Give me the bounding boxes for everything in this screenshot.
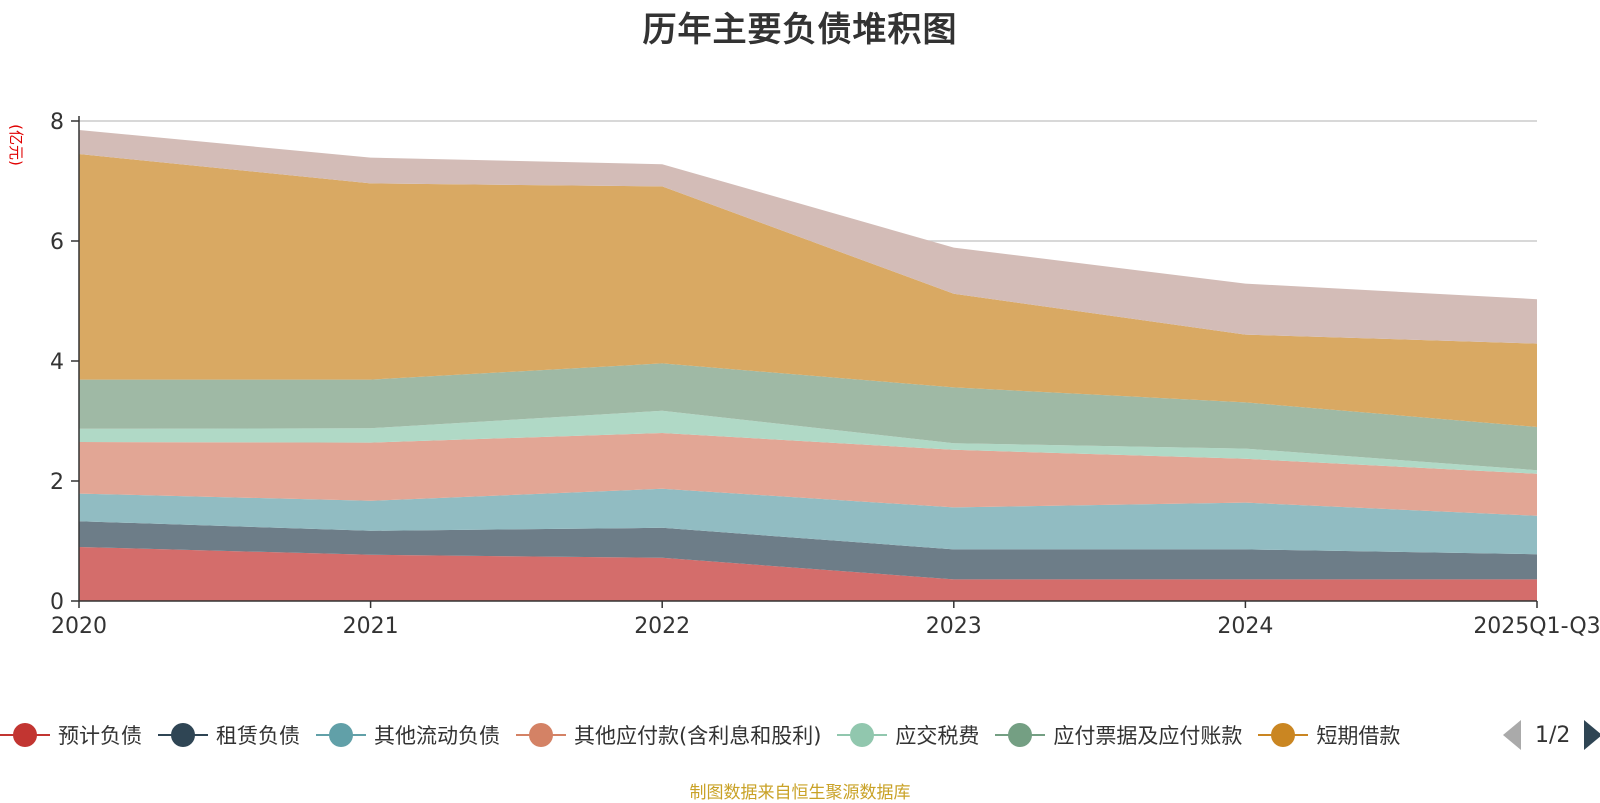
x-tick-label: 2020	[51, 614, 107, 639]
area-series-7[interactable]	[79, 130, 1537, 344]
area-series-5[interactable]	[79, 363, 1537, 471]
y-tick-label: 4	[50, 350, 64, 375]
legend-item[interactable]: 应付票据及应付账款	[995, 718, 1242, 752]
legend-item[interactable]: 其他应付款(含利息和股利)	[516, 718, 821, 752]
legend-label: 应付票据及应付账款	[1053, 724, 1243, 748]
legend-label: 短期借款	[1316, 724, 1401, 748]
legend-swatch-icon	[316, 723, 366, 747]
axis-layer: 0 2 4 6 8 2020 2021 2022 2023 2024 2025Q1-Q3	[50, 110, 1600, 639]
legend-item[interactable]: 预计负债	[0, 718, 142, 752]
legend-item[interactable]: 其他流动负债	[316, 718, 500, 752]
area-series-0[interactable]	[79, 547, 1537, 601]
x-tick-label: 2025Q1-Q3	[1473, 614, 1600, 639]
legend-swatch-icon	[995, 723, 1046, 747]
legend-page-indicator: 1/2	[1535, 722, 1571, 748]
area-series-3[interactable]	[79, 433, 1537, 516]
legend-swatch-icon	[516, 723, 566, 747]
legend: 预计负债 租赁负债 其他流动负债 其他应付款(含利息和股利) 应交税费 应付票据及应付账款…	[0, 718, 1490, 752]
legend-item[interactable]: 租赁负债	[158, 718, 300, 752]
area-series-4[interactable]	[79, 410, 1537, 474]
x-tick-label: 2024	[1217, 614, 1273, 639]
y-axis-unit-label: (亿元)	[7, 124, 25, 166]
source-note: 制图数据来自恒生聚源数据库	[689, 783, 911, 803]
y-tick-label: 6	[50, 230, 64, 255]
legend-label: 其他应付款(含利息和股利)	[574, 724, 822, 748]
area-series-6[interactable]	[79, 154, 1537, 427]
legend-pager: 1/2	[1503, 718, 1600, 752]
legend-item[interactable]: 短期借款	[1258, 718, 1400, 752]
legend-swatch-icon	[1258, 723, 1309, 747]
x-tick-label: 2022	[634, 614, 690, 639]
area-series-2[interactable]	[79, 488, 1537, 555]
legend-item[interactable]: 应交税费	[837, 718, 979, 752]
legend-next-page-button[interactable]	[1584, 720, 1600, 750]
legend-label: 租赁负债	[216, 724, 300, 748]
stacked-area-chart: 0 2 4 6 8 2020 2021 2022 2023 2024 2025Q1-Q3 (亿元)	[7, 110, 1600, 639]
x-tick-label: 2023	[926, 614, 982, 639]
x-tick-label: 2021	[343, 614, 399, 639]
legend-prev-page-button[interactable]	[1503, 720, 1521, 750]
legend-label: 预计负债	[58, 724, 142, 748]
y-tick-label: 0	[50, 590, 64, 615]
y-tick-label: 8	[50, 110, 64, 135]
legend-label: 其他流动负债	[374, 724, 500, 748]
legend-swatch-icon	[0, 723, 50, 747]
area-series-1[interactable]	[79, 521, 1537, 580]
chart-title: 历年主要负债堆积图	[642, 10, 958, 50]
legend-label: 应交税费	[895, 724, 980, 748]
legend-swatch-icon	[837, 723, 888, 747]
legend-swatch-icon	[158, 723, 208, 747]
y-tick-label: 2	[50, 470, 64, 495]
area-layer	[79, 130, 1537, 601]
